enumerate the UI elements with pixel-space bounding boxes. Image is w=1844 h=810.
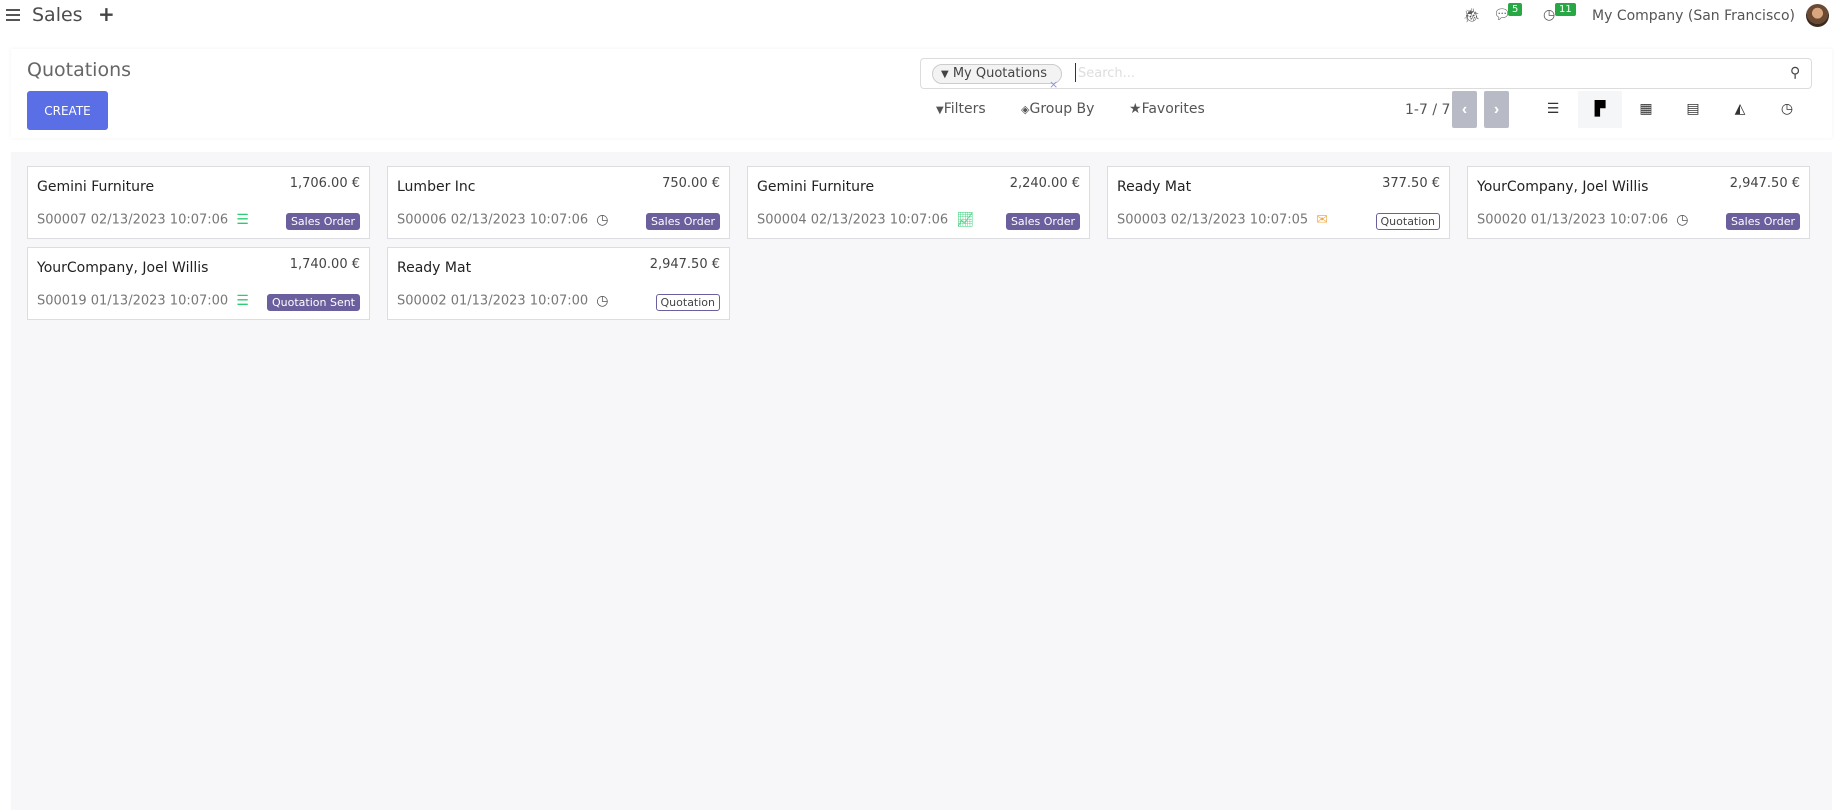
customer-name: Lumber Inc	[397, 179, 476, 195]
status-badge: Sales Order	[285, 213, 360, 230]
order-ref-date: S00019 01/13/2023 10:07:00	[37, 293, 229, 309]
user-avatar[interactable]	[1806, 4, 1829, 27]
status-badge: Sales Order	[645, 213, 720, 230]
favorites-label: Favorites	[1141, 101, 1205, 117]
facet-remove-icon[interactable]: ×	[1049, 78, 1059, 91]
kanban-card[interactable]: Gemini Furniture 1,706.00 € S00007 02/13…	[27, 166, 370, 239]
company-switcher[interactable]: My Company (San Francisco)	[1592, 8, 1795, 24]
layers-icon: ◈	[1021, 103, 1030, 116]
facet-label: My Quotations	[952, 66, 1048, 81]
activities-badge: 11	[1555, 3, 1576, 16]
kanban-card[interactable]: Gemini Furniture 2,240.00 € S00004 02/13…	[747, 166, 1090, 239]
page-title: Quotations	[27, 59, 132, 81]
app-title[interactable]: Sales	[32, 4, 83, 26]
order-ref-date: S00002 01/13/2023 10:07:00	[397, 293, 589, 309]
customer-name: YourCompany, Joel Willis	[37, 260, 209, 276]
order-ref-date: S00007 02/13/2023 10:07:06	[37, 212, 229, 228]
customer-name: Gemini Furniture	[757, 179, 875, 195]
kanban-card[interactable]: Ready Mat 2,947.50 € S00002 01/13/2023 1…	[387, 247, 730, 320]
pivot-view-icon[interactable]: ▤	[1686, 101, 1700, 117]
customer-name: Gemini Furniture	[37, 179, 155, 195]
amount: 2,240.00 €	[1009, 176, 1080, 191]
clock-icon[interactable]: ◷	[596, 212, 609, 228]
status-badge: Quotation Sent	[266, 294, 360, 311]
graph-view-icon[interactable]: ◭	[1734, 101, 1746, 117]
kanban-view-icon[interactable]: ▛	[1578, 91, 1622, 128]
kanban-card[interactable]: Lumber Inc 750.00 € S00006 02/13/2023 10…	[387, 166, 730, 239]
status-badge: Quotation	[655, 294, 720, 311]
amount: 2,947.50 €	[1729, 176, 1800, 191]
messages-badge: 5	[1508, 3, 1523, 16]
pager-previous-button[interactable]: ‹	[1452, 91, 1477, 128]
activity-view-icon[interactable]: ◷	[1780, 101, 1794, 117]
plus-icon[interactable]: +	[98, 2, 115, 26]
order-ref-date: S00020 01/13/2023 10:07:06	[1477, 212, 1669, 228]
line-chart-icon[interactable]: 📈︎	[956, 212, 974, 228]
customer-name: YourCompany, Joel Willis	[1477, 179, 1649, 195]
search-facet[interactable]: ▼ My Quotations	[932, 64, 1063, 84]
filter-icon: ▼	[941, 69, 949, 80]
amount: 1,740.00 €	[289, 257, 360, 272]
amount: 1,706.00 €	[289, 176, 360, 191]
server-icon[interactable]: ☰	[236, 293, 249, 309]
activity-clock-icon[interactable]: ◷	[1543, 7, 1556, 23]
kanban-card[interactable]: Ready Mat 377.50 € S00003 02/13/2023 10:…	[1107, 166, 1450, 239]
create-button[interactable]: CREATE	[27, 91, 108, 130]
search-icon[interactable]: ⚲	[1790, 65, 1801, 81]
favorites-button[interactable]: ★Favorites	[1129, 101, 1205, 117]
customer-name: Ready Mat	[397, 260, 472, 276]
pager-next-button[interactable]: ›	[1484, 91, 1509, 128]
filters-button[interactable]: ▼Filters	[936, 101, 986, 117]
amount: 2,947.50 €	[649, 257, 720, 272]
text-caret	[1075, 63, 1076, 82]
top-navbar	[0, 0, 1844, 33]
amount: 377.50 €	[1382, 176, 1440, 191]
status-badge: Sales Order	[1725, 213, 1800, 230]
kanban-card[interactable]: YourCompany, Joel Willis 1,740.00 € S000…	[27, 247, 370, 320]
search-input[interactable]	[1078, 62, 1778, 84]
chat-icon[interactable]: 💬︎	[1493, 7, 1511, 23]
list-view-icon[interactable]: ☰	[1546, 101, 1560, 117]
status-badge: Quotation	[1375, 213, 1440, 230]
envelope-icon[interactable]: ✉	[1316, 212, 1328, 228]
clock-icon[interactable]: ◷	[596, 293, 609, 309]
pager-value[interactable]: 1-7 / 7	[1405, 102, 1451, 118]
filter-icon: ▼	[936, 105, 944, 116]
filters-label: Filters	[943, 101, 986, 117]
groupby-label: Group By	[1029, 101, 1095, 117]
calendar-view-icon[interactable]: ▦	[1639, 101, 1653, 117]
clock-icon[interactable]: ◷	[1676, 212, 1689, 228]
bug-icon[interactable]: 🐞︎	[1463, 8, 1481, 24]
order-ref-date: S00006 02/13/2023 10:07:06	[397, 212, 589, 228]
amount: 750.00 €	[662, 176, 720, 191]
order-ref-date: S00004 02/13/2023 10:07:06	[757, 212, 949, 228]
star-icon: ★	[1129, 101, 1142, 117]
customer-name: Ready Mat	[1117, 179, 1192, 195]
groupby-button[interactable]: ◈Group By	[1021, 101, 1094, 117]
order-ref-date: S00003 02/13/2023 10:07:05	[1117, 212, 1309, 228]
kanban-card[interactable]: YourCompany, Joel Willis 2,947.50 € S000…	[1467, 166, 1810, 239]
server-icon[interactable]: ☰	[236, 212, 249, 228]
menu-icon[interactable]	[6, 9, 20, 21]
status-badge: Sales Order	[1005, 213, 1080, 230]
